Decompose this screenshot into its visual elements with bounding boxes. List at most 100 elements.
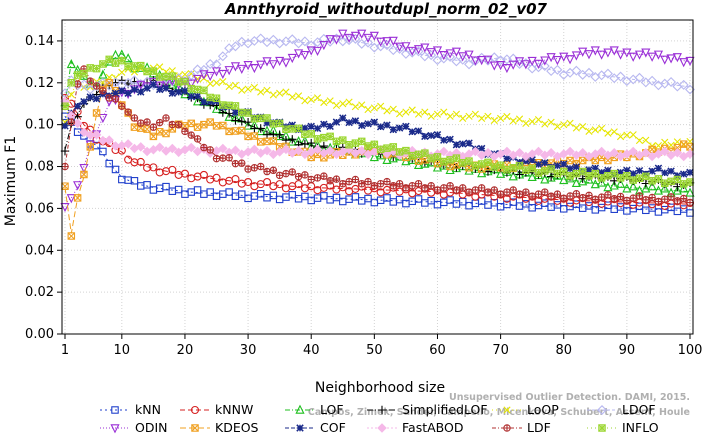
data-point bbox=[225, 188, 233, 196]
data-point bbox=[345, 141, 353, 149]
data-point bbox=[566, 192, 574, 200]
data-point bbox=[212, 79, 221, 87]
data-point bbox=[67, 79, 76, 87]
data-point bbox=[540, 56, 550, 66]
data-point bbox=[339, 114, 347, 122]
data-point bbox=[269, 120, 278, 128]
legend-swatch-marker bbox=[110, 424, 120, 434]
data-point bbox=[307, 130, 315, 138]
legend-swatch-marker bbox=[598, 424, 606, 432]
x-tick-label: 60 bbox=[429, 343, 446, 358]
data-point bbox=[262, 177, 272, 187]
data-point bbox=[187, 70, 195, 78]
data-point bbox=[527, 56, 537, 67]
data-point bbox=[162, 129, 170, 138]
data-point bbox=[445, 51, 456, 62]
data-point bbox=[174, 88, 183, 96]
legend-swatch-marker bbox=[296, 424, 304, 432]
data-point bbox=[192, 96, 203, 106]
y-tick-label: 0.00 bbox=[25, 327, 54, 342]
data-point bbox=[452, 110, 461, 118]
data-point bbox=[136, 80, 146, 90]
data-point bbox=[402, 146, 410, 155]
data-point bbox=[647, 181, 657, 191]
data-point bbox=[256, 162, 265, 171]
data-point bbox=[496, 61, 506, 71]
data-point bbox=[401, 42, 411, 52]
legend-label: LDF bbox=[527, 420, 551, 434]
legend: kNN kNNW LOF SimplifiedLOF LoOP LDOF ODIN KDEOS… bbox=[100, 402, 659, 434]
data-point bbox=[104, 135, 114, 145]
legend-item-ldf: LDF bbox=[492, 420, 551, 434]
x-tick-label: 100 bbox=[678, 343, 702, 358]
data-point bbox=[490, 163, 499, 171]
data-point bbox=[168, 72, 177, 80]
data-point bbox=[629, 169, 637, 178]
data-point bbox=[211, 59, 222, 70]
data-point bbox=[351, 117, 360, 125]
data-point bbox=[610, 195, 618, 203]
data-point bbox=[282, 169, 290, 178]
data-point bbox=[597, 177, 607, 187]
data-point bbox=[388, 153, 398, 163]
data-point bbox=[318, 33, 329, 44]
data-point bbox=[395, 124, 404, 132]
data-point bbox=[237, 117, 246, 126]
data-point bbox=[325, 145, 335, 156]
data-point bbox=[522, 200, 530, 208]
data-point bbox=[376, 180, 385, 188]
data-point bbox=[275, 119, 284, 128]
y-tick-label: 0.06 bbox=[25, 201, 54, 216]
data-point bbox=[282, 88, 290, 96]
data-point bbox=[376, 145, 385, 154]
data-point bbox=[654, 175, 663, 183]
data-point bbox=[300, 50, 310, 61]
data-point bbox=[225, 154, 233, 162]
data-point bbox=[212, 154, 221, 163]
data-point bbox=[376, 150, 386, 160]
data-point bbox=[603, 48, 613, 58]
legend-item-loop: LoOP bbox=[492, 402, 559, 417]
data-point bbox=[111, 59, 120, 67]
data-point bbox=[648, 193, 656, 202]
data-point bbox=[224, 66, 234, 76]
data-point bbox=[137, 88, 145, 96]
data-point bbox=[332, 175, 341, 183]
data-point bbox=[484, 188, 492, 196]
data-point bbox=[522, 119, 530, 127]
data-point bbox=[205, 58, 216, 69]
data-point bbox=[672, 185, 682, 195]
data-point bbox=[560, 160, 568, 168]
data-point bbox=[294, 92, 303, 100]
data-point bbox=[571, 51, 581, 61]
data-point bbox=[313, 135, 322, 143]
data-point bbox=[515, 162, 524, 170]
data-point bbox=[421, 149, 429, 157]
legend-label: LOF bbox=[320, 402, 344, 417]
data-point bbox=[679, 205, 688, 213]
data-point bbox=[288, 191, 297, 199]
data-point bbox=[130, 177, 139, 185]
data-point bbox=[642, 136, 650, 144]
data-point bbox=[477, 168, 487, 178]
data-point bbox=[413, 45, 424, 55]
legend-swatch-marker bbox=[295, 404, 305, 414]
data-point bbox=[421, 132, 429, 141]
data-point bbox=[288, 168, 297, 176]
data-point bbox=[508, 60, 518, 70]
data-point bbox=[199, 70, 209, 80]
data-point bbox=[124, 108, 132, 116]
data-point bbox=[377, 102, 385, 110]
data-point bbox=[149, 80, 158, 89]
data-point bbox=[111, 165, 120, 174]
data-point bbox=[211, 67, 222, 77]
data-point bbox=[307, 122, 315, 131]
data-point bbox=[193, 123, 202, 131]
x-tick-label: 80 bbox=[555, 343, 572, 358]
data-point bbox=[496, 161, 505, 170]
data-point bbox=[408, 182, 416, 190]
data-point bbox=[124, 62, 132, 71]
data-point bbox=[653, 185, 664, 195]
data-point bbox=[509, 117, 517, 125]
